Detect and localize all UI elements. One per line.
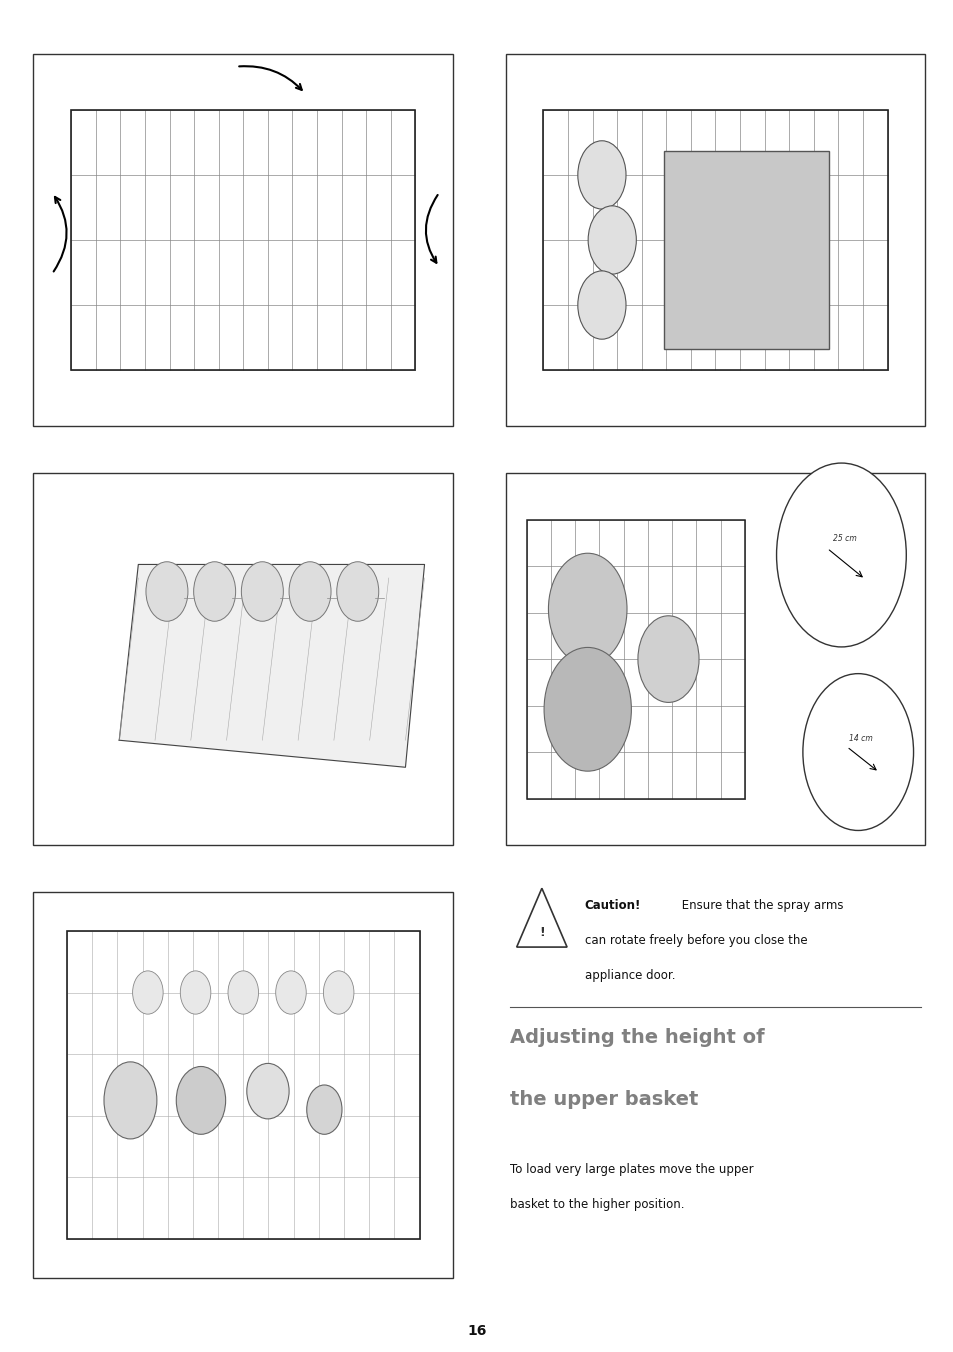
Circle shape xyxy=(275,971,306,1014)
Polygon shape xyxy=(517,888,566,948)
Bar xyxy=(663,151,828,349)
Bar xyxy=(71,110,415,370)
Circle shape xyxy=(578,141,625,210)
Circle shape xyxy=(228,971,258,1014)
Circle shape xyxy=(146,561,188,622)
Circle shape xyxy=(323,971,354,1014)
Text: 25 cm: 25 cm xyxy=(833,534,856,544)
Bar xyxy=(543,110,886,370)
Circle shape xyxy=(180,971,211,1014)
Text: can rotate freely before you close the: can rotate freely before you close the xyxy=(584,934,806,948)
Text: 16: 16 xyxy=(467,1325,486,1338)
Bar xyxy=(33,892,453,1278)
Text: 14 cm: 14 cm xyxy=(848,734,872,744)
Polygon shape xyxy=(119,565,424,768)
Circle shape xyxy=(132,971,163,1014)
Circle shape xyxy=(802,673,913,830)
Bar xyxy=(526,519,744,799)
Ellipse shape xyxy=(247,1064,289,1119)
Circle shape xyxy=(543,648,631,771)
Text: basket to the higher position.: basket to the higher position. xyxy=(510,1198,684,1211)
Ellipse shape xyxy=(176,1067,226,1134)
Bar xyxy=(33,54,453,426)
Circle shape xyxy=(588,206,636,274)
Circle shape xyxy=(776,462,905,648)
Circle shape xyxy=(193,561,235,622)
Bar xyxy=(33,473,453,845)
Text: To load very large plates move the upper: To load very large plates move the upper xyxy=(510,1163,753,1176)
Bar xyxy=(505,473,924,845)
Circle shape xyxy=(578,270,625,339)
Ellipse shape xyxy=(307,1084,341,1134)
Circle shape xyxy=(336,561,378,622)
Circle shape xyxy=(548,553,626,665)
Text: Ensure that the spray arms: Ensure that the spray arms xyxy=(678,899,842,913)
Text: Adjusting the height of: Adjusting the height of xyxy=(510,1028,764,1046)
Text: !: ! xyxy=(538,926,544,940)
Bar xyxy=(67,930,419,1238)
Text: the upper basket: the upper basket xyxy=(510,1090,698,1109)
Circle shape xyxy=(289,561,331,622)
Text: Caution!: Caution! xyxy=(584,899,640,913)
Ellipse shape xyxy=(104,1061,156,1138)
Circle shape xyxy=(638,615,699,703)
Text: appliance door.: appliance door. xyxy=(584,969,675,983)
Bar xyxy=(505,54,924,426)
Circle shape xyxy=(241,561,283,622)
